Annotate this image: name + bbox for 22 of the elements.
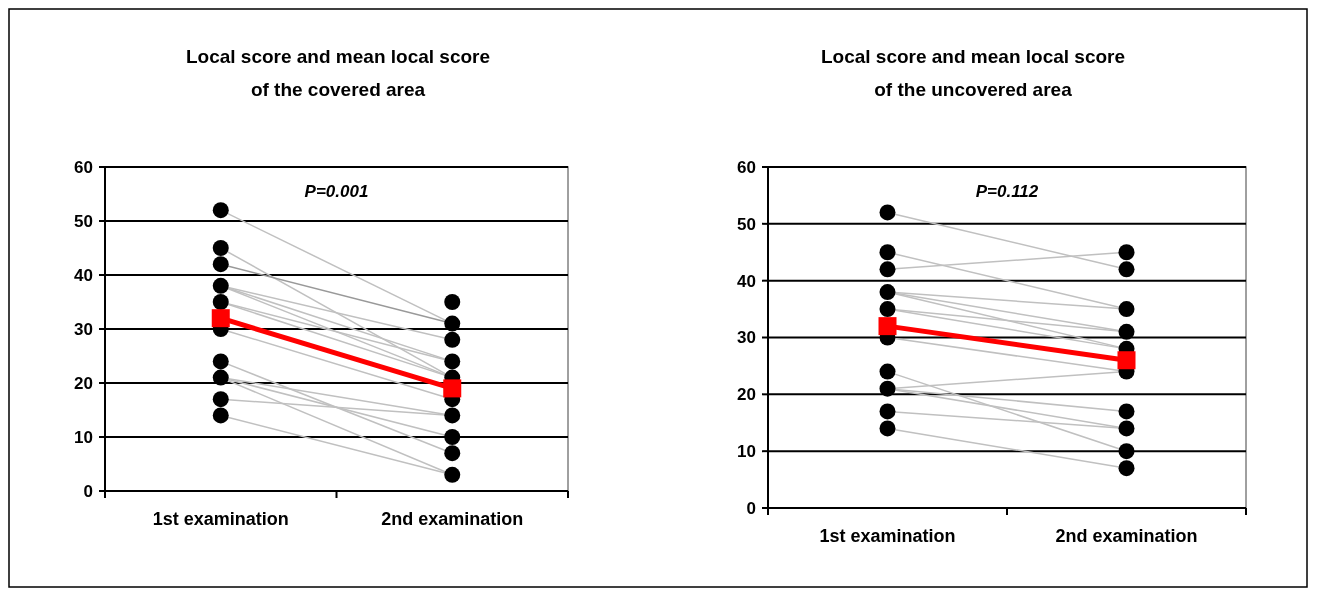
chart-title: Local score and mean local score of the uncovered area bbox=[820, 46, 1126, 100]
chart-title: Local score and mean local score of the covered area bbox=[185, 46, 491, 100]
y-tick-label: 0 bbox=[83, 481, 93, 501]
annotation: P=0.112 bbox=[975, 182, 1039, 201]
x-tick-label: 2nd examination bbox=[1055, 526, 1198, 546]
y-tick-label: 50 bbox=[74, 211, 93, 231]
y-tick-label: 30 bbox=[74, 319, 93, 339]
y-tick-label: 40 bbox=[74, 265, 93, 285]
y-tick-label: 20 bbox=[74, 373, 93, 393]
y-tick-label: 10 bbox=[737, 442, 756, 462]
y-tick-label: 0 bbox=[746, 498, 756, 518]
y-tick-label: 60 bbox=[737, 157, 756, 177]
y-tick-label: 20 bbox=[737, 385, 756, 405]
y-tick-label: 50 bbox=[737, 214, 756, 234]
x-tick-label: 1st examination bbox=[152, 509, 289, 529]
y-tick-label: 60 bbox=[74, 157, 93, 177]
x-tick-label: 2nd examination bbox=[381, 509, 524, 529]
x-tick-label: 1st examination bbox=[819, 526, 956, 546]
y-tick-label: 40 bbox=[737, 271, 756, 291]
y-tick-label: 30 bbox=[737, 328, 756, 348]
annotation: P=0.001 bbox=[304, 182, 369, 201]
y-tick-label: 10 bbox=[74, 427, 93, 447]
